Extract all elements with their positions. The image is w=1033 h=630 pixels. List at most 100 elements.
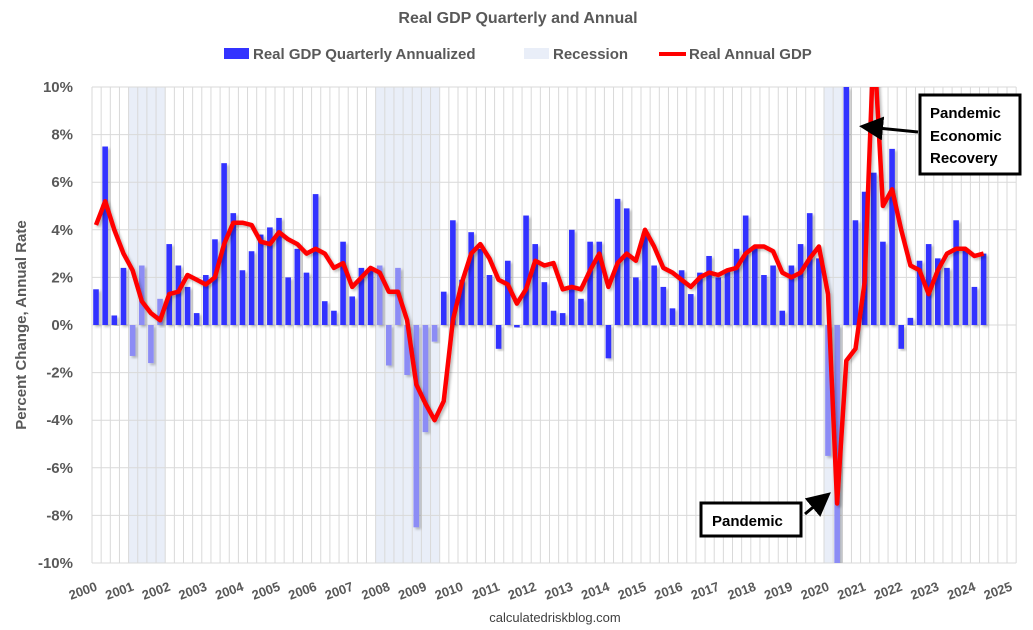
annotation-box [918,93,1022,176]
quarterly-bar [486,275,493,325]
quarterly-bar [257,234,264,325]
y-tick-label: -8% [46,507,73,524]
annotation-pandemic: Pandemic [699,492,831,538]
legend-label-quarterly: Real GDP Quarterly Annualized [253,46,476,63]
x-tick-label: 2000 [67,579,99,603]
quarterly-bar [550,310,557,325]
x-tick-label: 2011 [470,579,502,603]
quarterly-bar [203,275,209,325]
x-tick-label: 2025 [982,579,1014,603]
annotation-recovery: Pandemic Economic Recovery [859,93,1022,176]
quarterly-bar [230,213,237,325]
x-tick-label: 2008 [360,579,392,603]
legend: Real GDP Quarterly Annualized Recession … [224,46,812,63]
quarterly-bar [596,241,603,325]
quarterly-bar [285,277,291,325]
quarterly-bar [697,272,703,325]
quarterly-bar [541,282,548,325]
quarterly-bar [935,258,941,325]
x-axis-ticks: 2000 2001 2002 2003 2004 2005 2006 2007 2008 2009… [67,578,1014,602]
legend-swatch-recession [524,48,549,59]
x-tick-label: 2015 [616,579,648,603]
quarterly-bar [248,251,255,325]
quarterly-bar [349,296,355,325]
y-tick-label: -10% [38,555,73,572]
quarterly-bar [504,260,511,325]
quarterly-bar [569,229,575,325]
quarterly-bar [148,325,154,364]
quarterly-bar [532,244,538,325]
legend-swatch-quarterly [224,48,249,59]
quarterly-bar [761,275,767,325]
quarterly-bar [477,248,484,325]
quarterly-bar [157,298,163,325]
annotation-text-line: Pandemic [930,105,1001,122]
quarterly-bar [980,253,987,325]
x-tick-label: 2018 [726,579,758,603]
quarterly-bar [925,244,932,325]
quarterly-bar [788,265,795,325]
arrow-icon [859,116,919,141]
x-tick-label: 2002 [140,579,172,603]
quarterly-bar [321,301,328,325]
annotation-text-line: Recovery [930,150,998,167]
quarterly-bar [459,279,465,325]
quarterly-bar [733,248,740,325]
x-tick-label: 2023 [909,579,941,603]
x-tick-label: 2010 [433,579,465,603]
y-tick-label: -4% [46,412,73,429]
quarterly-bar [706,255,712,325]
quarterly-bar [120,267,127,325]
quarterly-bar [651,265,657,325]
y-tick-label: 0% [51,317,73,334]
quarterly-bar [660,286,667,325]
x-tick-label: 2022 [872,579,904,603]
quarterly-bar [495,325,502,349]
x-tick-label: 2001 [103,579,135,603]
x-tick-label: 2012 [506,579,538,603]
quarterly-bar [852,220,859,325]
quarterly-bar [806,213,813,325]
quarterly-bar [239,270,246,325]
quarterly-bar [962,248,969,325]
quarterly-bar [880,241,886,325]
quarterly-bar [834,325,840,563]
quarterly-bar [898,325,904,349]
annotation-text: Pandemic [712,513,783,530]
quarterly-bar [669,308,676,325]
x-tick-label: 2004 [213,578,246,602]
y-tick-label: 4% [51,222,73,239]
x-tick-label: 2007 [323,579,355,603]
quarterly-bar [267,227,273,325]
x-tick-label: 2014 [579,578,612,602]
legend-label-annual: Real Annual GDP [689,46,812,63]
quarterly-bar [340,241,346,325]
quarterly-bar [450,220,456,325]
quarterly-bar [816,258,822,325]
x-tick-label: 2003 [177,579,209,603]
y-axis-ticks: 10% 8% 6% 4% 2% 0% -2% -4% -6% -8% -10% [38,79,73,572]
annual-gdp-line [93,87,985,506]
x-tick-label: 2024 [945,578,978,602]
annotation-text-line: Economic [930,128,1002,145]
arrow-icon [804,492,831,517]
quarterly-bar [889,148,895,325]
quarterly-bar [578,298,584,325]
y-axis-label: Percent Change, Annual Rate [13,220,30,430]
annotation-box [699,501,803,538]
chart-title: Real GDP Quarterly and Annual [398,10,637,27]
quarterly-bar [623,208,630,325]
quarterly-bar [907,317,914,325]
y-tick-label: 2% [51,269,73,286]
quarterly-bar [422,325,429,433]
quarterly-bar [413,325,420,528]
quarterly-bar [102,146,108,325]
legend-label-recession: Recession [553,46,628,63]
x-tick-label: 2009 [396,579,428,603]
quarterly-bar [331,310,337,325]
quarterly-bar [587,241,593,325]
footer-source: calculatedriskblog.com [489,610,621,625]
quarterly-bar [358,267,365,325]
quarterly-bar [605,325,612,359]
